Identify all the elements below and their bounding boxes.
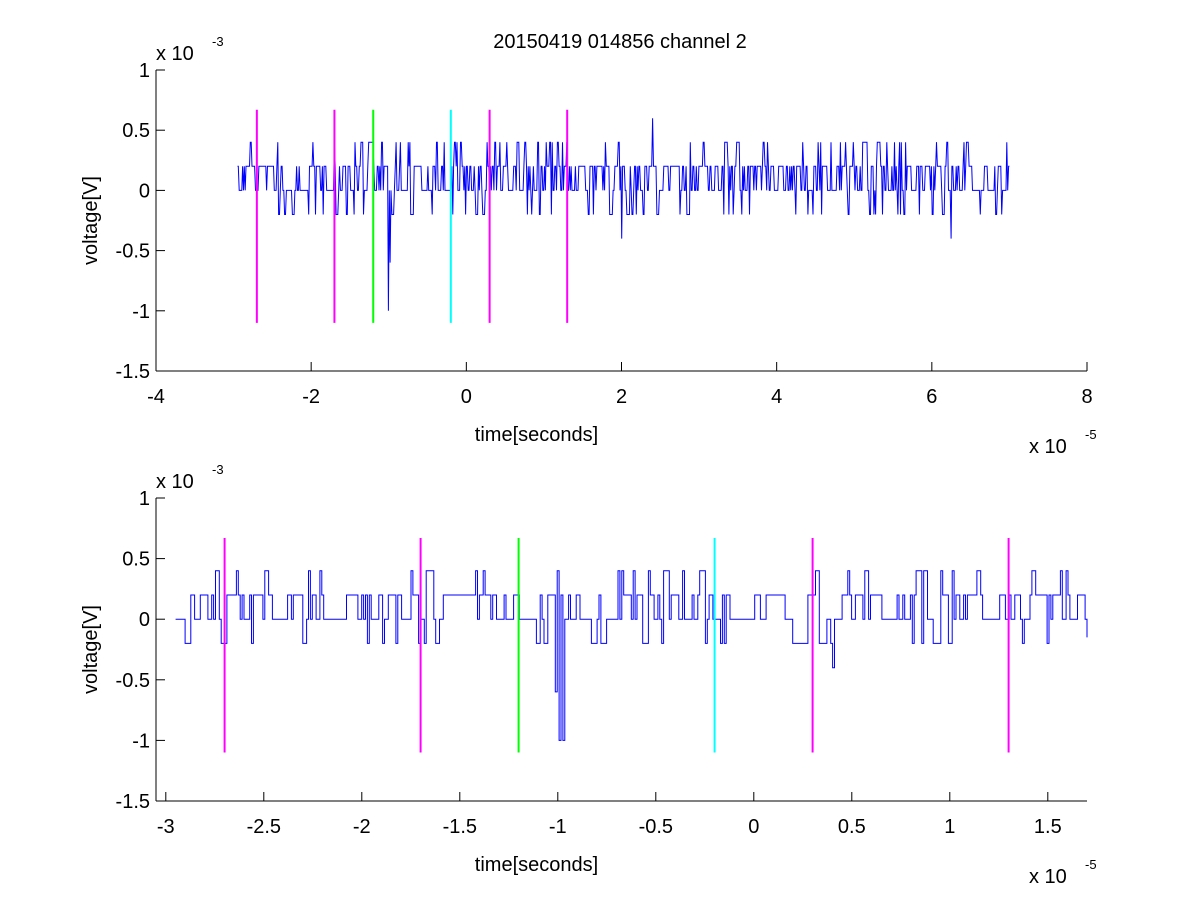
y-tick-label: 0.5 <box>122 549 150 571</box>
y-axis-multiplier-exponent: -3 <box>212 462 224 477</box>
x-tick-label: 0.5 <box>838 816 866 838</box>
x-axis-label: time[seconds] <box>475 424 598 446</box>
y-tick-label: 1 <box>139 488 150 510</box>
y-tick-label: 0.5 <box>122 120 150 142</box>
signal-trace <box>175 570 1088 741</box>
bottom-plot-axes: -1.5 -1 -0.5 0 0.5 1 -3 -2.5 -2 -1.5 -1 -0.5 0 0.5 1 1.… <box>80 462 1097 888</box>
y-axis-multiplier-exponent: -3 <box>212 34 224 49</box>
x-axis-multiplier-exponent: -5 <box>1085 427 1097 442</box>
x-tick-label: -2 <box>302 386 320 408</box>
x-tick-label: 0 <box>461 386 472 408</box>
y-tick-label: -0.5 <box>116 670 150 692</box>
y-tick-label: -1 <box>132 730 150 752</box>
x-tick-label: -2.5 <box>247 816 281 838</box>
x-axis-label: time[seconds] <box>475 854 598 876</box>
x-tick-label: 1 <box>944 816 955 838</box>
figure-title: 20150419 014856 channel 2 <box>493 31 747 53</box>
y-axis-label: voltage[V] <box>80 176 102 265</box>
y-tick-label: -1 <box>132 301 150 323</box>
y-tick-label: 0 <box>139 609 150 631</box>
y-tick-label: -0.5 <box>116 241 150 263</box>
top-plot-axes: -1.5 -1 -0.5 0 0.5 1 -4 -2 0 2 4 6 8 time[seconds] vol… <box>80 34 1097 458</box>
x-axis-multiplier: x 10 <box>1029 866 1067 888</box>
x-tick-label: 0 <box>748 816 759 838</box>
x-tick-label: 8 <box>1081 386 1092 408</box>
x-tick-label: 1.5 <box>1034 816 1062 838</box>
y-tick-label: -1.5 <box>116 361 150 383</box>
x-tick-label: -0.5 <box>639 816 673 838</box>
x-axis-multiplier-exponent: -5 <box>1085 857 1097 872</box>
signal-trace <box>237 118 1010 311</box>
y-axis-multiplier: x 10 <box>156 471 194 493</box>
y-tick-label: 0 <box>139 180 150 202</box>
x-tick-label: -2 <box>353 816 371 838</box>
x-axis-multiplier: x 10 <box>1029 436 1067 458</box>
x-tick-label: 4 <box>771 386 782 408</box>
x-tick-label: 6 <box>926 386 937 408</box>
x-tick-label: -1 <box>549 816 567 838</box>
y-axis-label: voltage[V] <box>80 605 102 694</box>
y-axis-multiplier: x 10 <box>156 43 194 65</box>
x-tick-label: -3 <box>157 816 175 838</box>
x-tick-label: -4 <box>147 386 165 408</box>
x-tick-label: -1.5 <box>443 816 477 838</box>
y-tick-label: 1 <box>139 60 150 82</box>
y-tick-label: -1.5 <box>116 791 150 813</box>
x-tick-label: 2 <box>616 386 627 408</box>
